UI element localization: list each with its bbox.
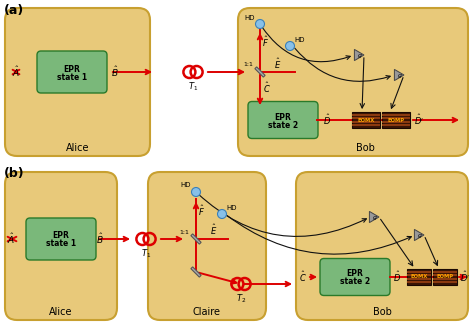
- Text: EPR: EPR: [53, 231, 69, 240]
- Bar: [433, 269, 457, 285]
- Text: g: g: [373, 215, 377, 220]
- Circle shape: [285, 41, 294, 50]
- Text: g: g: [418, 233, 422, 238]
- Text: Claire: Claire: [193, 307, 221, 317]
- Text: $\hat{B}$: $\hat{B}$: [111, 65, 119, 79]
- Circle shape: [191, 187, 201, 196]
- Text: EOMP: EOMP: [437, 275, 454, 280]
- Text: state 1: state 1: [57, 72, 87, 81]
- Text: $\hat{F}$: $\hat{F}$: [262, 35, 269, 49]
- Text: EPR: EPR: [64, 64, 81, 73]
- Bar: [433, 275, 457, 276]
- Text: state 2: state 2: [268, 121, 298, 130]
- Text: HD: HD: [227, 205, 237, 211]
- FancyBboxPatch shape: [26, 218, 96, 260]
- Text: 1:1: 1:1: [179, 229, 189, 234]
- Text: EOMX: EOMX: [410, 275, 428, 280]
- Text: $\hat{D}'$: $\hat{D}'$: [460, 270, 470, 284]
- Bar: [352, 112, 380, 128]
- Text: EPR: EPR: [346, 270, 364, 279]
- Polygon shape: [414, 229, 424, 240]
- FancyBboxPatch shape: [296, 172, 468, 320]
- Text: EOMX: EOMX: [357, 118, 374, 123]
- Circle shape: [218, 209, 227, 218]
- Bar: [382, 118, 410, 119]
- Text: Bob: Bob: [373, 307, 392, 317]
- Text: $\hat{E}$: $\hat{E}$: [274, 57, 282, 71]
- Text: HD: HD: [295, 37, 305, 43]
- Bar: [382, 121, 410, 123]
- Text: Alice: Alice: [49, 307, 73, 317]
- Text: $\hat{E}$: $\hat{E}$: [210, 223, 218, 237]
- FancyBboxPatch shape: [5, 172, 117, 320]
- FancyBboxPatch shape: [238, 8, 468, 156]
- Text: $\hat{B}$: $\hat{B}$: [96, 232, 104, 246]
- Bar: [352, 124, 380, 126]
- Polygon shape: [369, 211, 379, 222]
- FancyBboxPatch shape: [320, 259, 390, 296]
- FancyBboxPatch shape: [5, 8, 150, 156]
- Text: EPR: EPR: [274, 113, 292, 122]
- Polygon shape: [191, 267, 201, 277]
- Bar: [433, 281, 457, 283]
- Text: Alice: Alice: [66, 143, 90, 153]
- Text: $\hat{A}$: $\hat{A}$: [12, 65, 20, 79]
- Text: Bob: Bob: [356, 143, 374, 153]
- Bar: [407, 278, 431, 280]
- Bar: [407, 271, 431, 273]
- Text: $\hat{D}'$: $\hat{D}'$: [414, 113, 424, 127]
- Text: $T_2$: $T_2$: [236, 293, 246, 305]
- Bar: [382, 112, 410, 128]
- Bar: [407, 269, 431, 285]
- Text: (b): (b): [4, 167, 25, 180]
- Bar: [352, 114, 380, 116]
- Text: 1:1: 1:1: [243, 61, 253, 66]
- Bar: [382, 124, 410, 126]
- Text: (a): (a): [4, 4, 24, 17]
- Bar: [407, 275, 431, 276]
- Text: $\hat{D}$: $\hat{D}$: [393, 270, 401, 284]
- Bar: [407, 281, 431, 283]
- Text: g: g: [358, 53, 362, 58]
- Bar: [433, 271, 457, 273]
- Polygon shape: [355, 49, 364, 60]
- Bar: [352, 118, 380, 119]
- Polygon shape: [394, 69, 404, 80]
- Text: $T_1$: $T_1$: [141, 248, 151, 260]
- Text: state 2: state 2: [340, 278, 370, 287]
- FancyBboxPatch shape: [248, 102, 318, 139]
- Bar: [382, 114, 410, 116]
- Text: HD: HD: [181, 182, 191, 188]
- Text: HD: HD: [245, 15, 255, 21]
- Bar: [433, 278, 457, 280]
- Text: state 1: state 1: [46, 239, 76, 248]
- Text: $\hat{C}$: $\hat{C}$: [263, 81, 271, 95]
- Text: g: g: [398, 73, 402, 78]
- FancyBboxPatch shape: [37, 51, 107, 93]
- Text: EOMP: EOMP: [387, 118, 405, 123]
- Polygon shape: [191, 234, 201, 244]
- Polygon shape: [255, 67, 265, 77]
- Text: $T_1$: $T_1$: [188, 81, 198, 93]
- FancyBboxPatch shape: [148, 172, 266, 320]
- Text: $\hat{F}$: $\hat{F}$: [198, 204, 205, 218]
- Circle shape: [255, 19, 264, 28]
- Text: $\hat{D}$: $\hat{D}$: [323, 113, 331, 127]
- Bar: [352, 121, 380, 123]
- Text: $\hat{C}$: $\hat{C}$: [299, 270, 307, 284]
- Text: $\hat{A}$: $\hat{A}$: [7, 232, 15, 246]
